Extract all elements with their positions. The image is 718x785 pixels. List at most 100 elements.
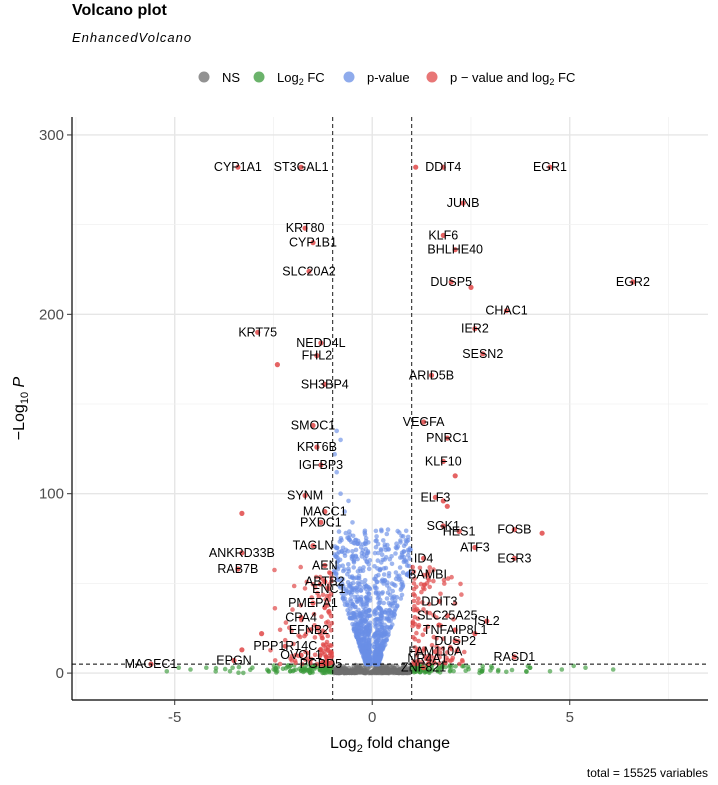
pvalue-point [408, 547, 413, 552]
pvalue-point [405, 571, 411, 576]
sig-cloud-point [302, 633, 307, 639]
pvalue-point [349, 556, 355, 562]
pvalue-point [362, 632, 368, 637]
pvalue-point [359, 579, 364, 585]
point-label: DUSP2 [434, 634, 476, 648]
pvalue-point [406, 563, 412, 569]
sig-cloud-point [445, 576, 451, 581]
sig-cloud-point [421, 572, 426, 578]
pvalue-point [373, 590, 379, 596]
pvalue-point [353, 547, 359, 553]
pvalue-point [333, 572, 339, 577]
pvalue-point [380, 577, 385, 582]
log2fc-point [266, 669, 272, 674]
sig-point [452, 627, 458, 633]
sig-point [472, 544, 478, 551]
sig-point [432, 494, 438, 500]
point-label: DDIT3 [421, 594, 457, 608]
pvalue-point [342, 509, 347, 514]
sig-cloud-point [436, 646, 442, 652]
ns-point [336, 664, 342, 669]
pvalue-point [350, 621, 355, 627]
pvalue-point [385, 527, 391, 532]
log2fc-point [449, 664, 454, 670]
pvalue-point [381, 572, 387, 577]
ns-point [380, 667, 386, 672]
sig-cloud-point [441, 577, 447, 583]
pvalue-point [378, 633, 384, 639]
sig-point [444, 435, 450, 441]
sig-cloud-point [290, 607, 295, 612]
sig-point [440, 232, 446, 238]
sig-point [318, 519, 324, 526]
log2fc-point [273, 665, 279, 671]
log2fc-point [488, 668, 493, 673]
legend-label: p-value [367, 70, 410, 85]
point-label: NEDD4L [296, 336, 345, 350]
point-label: SYNM [287, 489, 323, 503]
pvalue-point [393, 545, 399, 550]
point-label: RAB7B [217, 562, 258, 576]
sig-point [298, 164, 304, 170]
pvalue-point [401, 559, 407, 565]
sig-point [428, 372, 435, 378]
sig-point [440, 523, 446, 529]
pvalue-point [346, 535, 352, 540]
log2fc-point [236, 670, 241, 675]
sig-cloud-point [299, 661, 305, 667]
log2fc-point [250, 665, 255, 670]
pvalue-point [356, 607, 361, 613]
pvalue-point [374, 534, 379, 539]
log2fc-point [317, 666, 322, 672]
point-label: OVOL1 [280, 648, 322, 662]
sig-cloud-point [437, 661, 442, 666]
log2fc-point [280, 666, 286, 672]
log2fc-point [236, 664, 242, 670]
sig-point [274, 362, 280, 368]
sig-cloud-point [431, 634, 437, 640]
sig-cloud-point [415, 600, 421, 606]
caption: total = 15525 variables [586, 766, 708, 780]
pvalue-point [366, 659, 371, 664]
y-tick-label: 200 [39, 306, 64, 323]
pvalue-point [348, 596, 353, 602]
sig-cloud-point [462, 649, 467, 655]
sig-cloud-point [293, 652, 299, 658]
ns-point [397, 668, 403, 674]
point-label: EGR2 [616, 275, 650, 289]
log2fc-point [463, 668, 469, 673]
pvalue-point [386, 617, 391, 622]
log2fc-point [571, 663, 576, 669]
point-label: MACC1 [303, 505, 347, 519]
log2fc-point [222, 666, 228, 672]
pvalue-point [335, 566, 341, 572]
log2fc-point [227, 669, 233, 674]
sig-cloud-point [327, 570, 333, 576]
pvalue-point [401, 543, 407, 549]
sig-cloud-point [329, 575, 334, 580]
pvalue-point [386, 547, 392, 552]
x-tick-label: 0 [368, 709, 376, 726]
sig-cloud-point [313, 574, 319, 580]
pvalue-point [354, 585, 360, 590]
pvalue-point [376, 600, 382, 606]
pvalue-point [358, 588, 364, 593]
log2fc-point [479, 669, 485, 674]
sig-cloud-point [411, 581, 417, 586]
sig-point [421, 555, 427, 561]
point-label: SMOC1 [291, 419, 336, 433]
pvalue-point [375, 558, 381, 563]
ns-point [392, 668, 398, 673]
pvalue-point [397, 565, 403, 570]
pvalue-point [399, 581, 404, 587]
log2fc-point [448, 668, 453, 673]
pvalue-point [346, 498, 351, 504]
pvalue-point [350, 610, 355, 616]
pvalue-point [347, 610, 352, 616]
sig-cloud-point [427, 565, 433, 570]
sig-cloud-point [312, 623, 317, 628]
sig-cloud-point [326, 608, 332, 614]
sig-cloud-point [418, 581, 424, 587]
point-label: ARID5B [409, 368, 454, 382]
sig-point [472, 631, 478, 637]
